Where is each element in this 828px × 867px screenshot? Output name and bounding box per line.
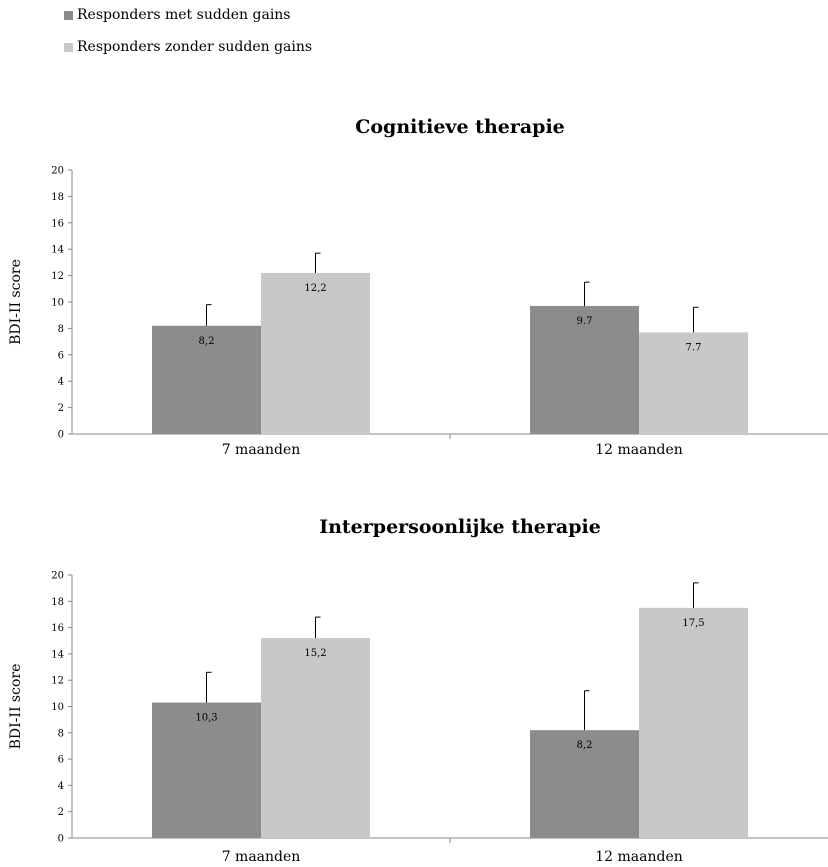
legend-item-without-gains: Responders zonder sudden gains xyxy=(64,36,312,58)
legend: Responders met sudden gains Responders z… xyxy=(64,4,312,68)
y-tick-label: 20 xyxy=(51,571,64,582)
y-tick-label: 4 xyxy=(58,781,64,792)
bar xyxy=(530,730,639,838)
x-tick-label: 12 maanden xyxy=(595,849,683,865)
chart-cognitieve-therapie: Cognitieve therapie BDI-II score 0 2 4 6 8 10 12… xyxy=(8,116,828,458)
y-tick-label: 0 xyxy=(58,834,64,845)
y-tick-label: 18 xyxy=(51,597,64,608)
y-tick-label: 6 xyxy=(58,350,64,361)
x-tick-label: 7 maanden xyxy=(222,442,301,458)
bar xyxy=(261,638,370,838)
y-tick-label: 14 xyxy=(51,649,64,660)
data-label: 8,2 xyxy=(577,740,593,751)
data-label: 7.7 xyxy=(686,342,702,353)
bar xyxy=(639,332,748,434)
bar xyxy=(639,607,748,838)
chart-interpersoonlijke-therapie: Interpersoonlijke therapie BDI-II score 0 2… xyxy=(8,516,828,865)
bar xyxy=(152,702,261,838)
data-label: 15,2 xyxy=(304,648,326,659)
y-tick-label: 18 xyxy=(51,192,64,203)
y-tick-label: 6 xyxy=(58,755,64,766)
legend-label-without-gains: Responders zonder sudden gains xyxy=(77,39,313,55)
y-tick-label: 2 xyxy=(58,403,64,414)
y-tick-label: 0 xyxy=(58,430,64,441)
y-tick-label: 20 xyxy=(51,166,64,177)
y-tick-label: 4 xyxy=(58,377,64,388)
y-tick-label: 8 xyxy=(58,324,64,335)
y-tick-label: 2 xyxy=(58,807,64,818)
y-tick-label: 8 xyxy=(58,728,64,739)
bar xyxy=(261,272,370,434)
legend-item-with-gains: Responders met sudden gains xyxy=(64,4,312,26)
data-label: 17,5 xyxy=(682,618,704,629)
legend-label-with-gains: Responders met sudden gains xyxy=(77,7,291,23)
y-tick-label: 16 xyxy=(51,218,64,229)
y-tick-label: 14 xyxy=(51,245,64,256)
y-tick-label: 12 xyxy=(51,271,64,282)
y-tick-label: 10 xyxy=(51,702,64,713)
legend-swatch-with-gains xyxy=(64,10,73,20)
x-tick-label: 7 maanden xyxy=(222,849,301,865)
y-axis-label: BDI-II score xyxy=(8,259,24,345)
y-axis-label: BDI-II score xyxy=(8,664,24,750)
chart-title: Interpersoonlijke therapie xyxy=(319,516,601,538)
data-label: 12,2 xyxy=(304,283,326,294)
y-tick-label: 16 xyxy=(51,623,64,634)
y-tick-label: 12 xyxy=(51,676,64,687)
data-label: 10,3 xyxy=(195,713,217,724)
legend-swatch-without-gains xyxy=(64,42,73,52)
data-label: 9.7 xyxy=(577,316,593,327)
x-tick-label: 12 maanden xyxy=(595,442,683,458)
chart-title: Cognitieve therapie xyxy=(355,116,565,138)
data-label: 8,2 xyxy=(199,336,215,347)
y-tick-label: 10 xyxy=(51,298,64,309)
bar xyxy=(152,325,261,434)
bar xyxy=(530,305,639,434)
